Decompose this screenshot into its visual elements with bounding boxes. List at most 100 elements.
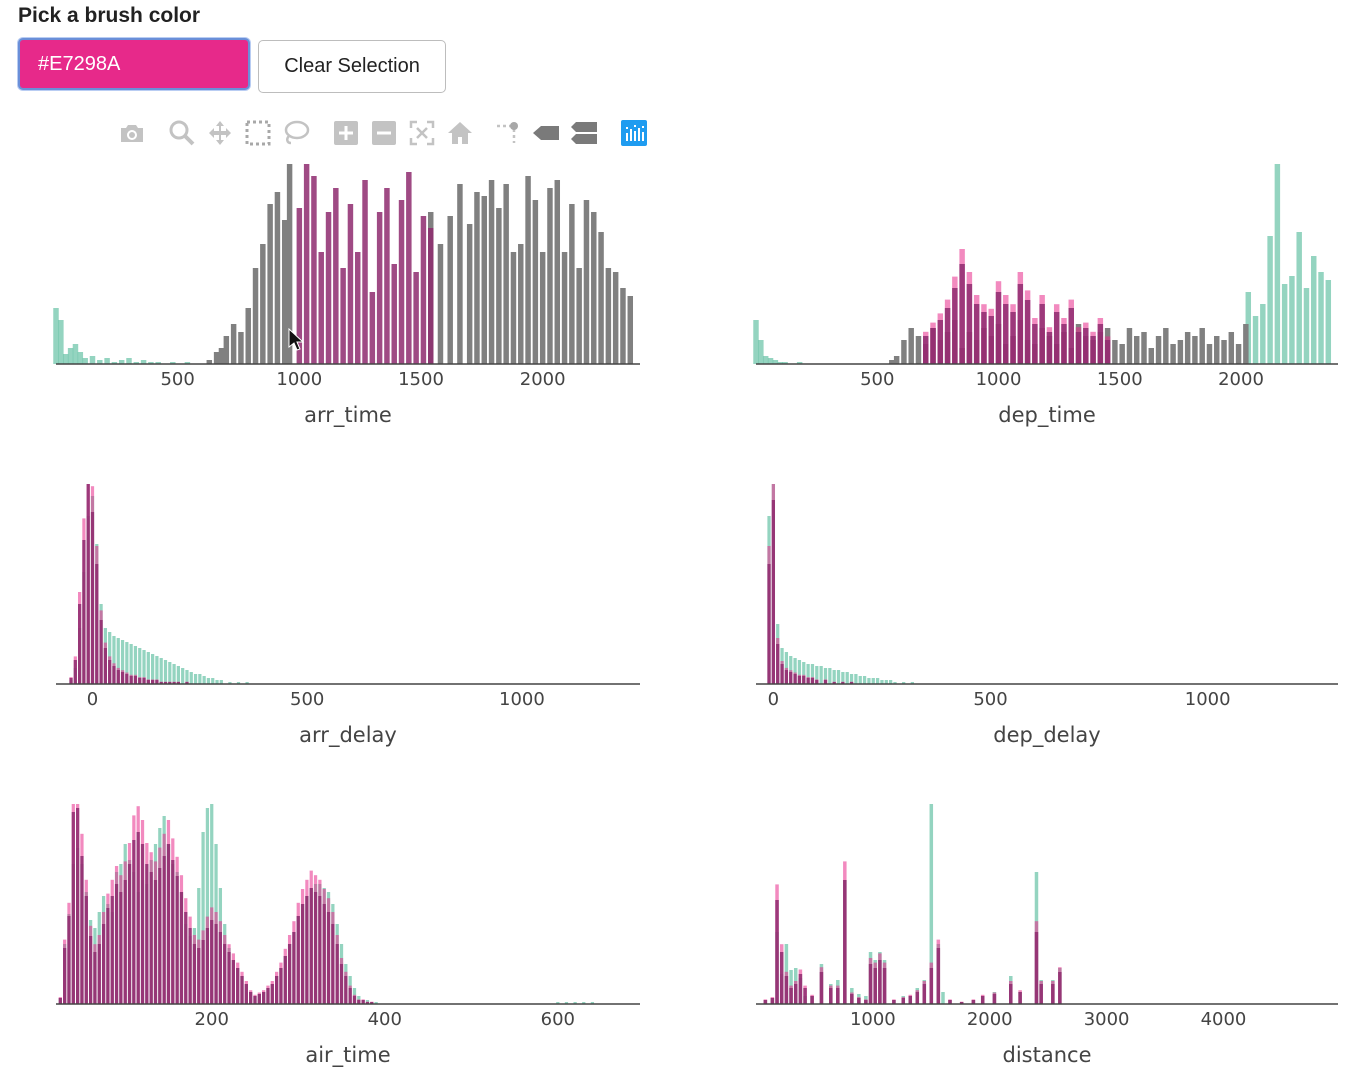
bar-brush-air_time (166, 820, 171, 1004)
bar-unselected-distance (1039, 980, 1043, 1004)
pan-icon[interactable] (204, 116, 236, 150)
camera-icon[interactable] (116, 116, 148, 150)
brush-color-input[interactable]: #E7298A (18, 38, 250, 90)
bar-unselected-arr_delay (215, 680, 219, 684)
bar-selected-dep_delay (780, 664, 784, 684)
chart-arr_delay[interactable]: 0 500 1000 arr_delay (56, 484, 640, 748)
reset-axes-icon[interactable] (444, 116, 476, 150)
bar-brush-arr_delay (73, 656, 77, 684)
bar-brush-air_time (127, 843, 132, 1004)
bar-selected-dep_time (988, 316, 994, 364)
bar-selected-distance (843, 880, 847, 1004)
bar-unselected-distance (868, 952, 873, 1004)
bar-selected-dep_time (966, 284, 973, 364)
bar-unselected-air_time (71, 864, 75, 1004)
bar-brush-distance (929, 962, 934, 1004)
bar-selected-dep_delay (810, 678, 815, 684)
bar-unselected-dep_time (1274, 164, 1281, 364)
bar-unselected-dep_time (1296, 232, 1302, 364)
bar-brush-distance (779, 944, 784, 1004)
bar-gray-arr_time (525, 176, 531, 364)
autoscale-icon[interactable] (406, 116, 438, 150)
x-tick-label: 3000 (1084, 1009, 1130, 1030)
bar-brush-dep_time (944, 299, 951, 364)
bar-gray-dep_time (1206, 344, 1213, 364)
bar-brush-air_time (71, 804, 75, 1004)
bar-brush-dep_time (1097, 318, 1104, 364)
bar-brush-air_time (227, 944, 231, 1004)
bar-brush-air_time (192, 935, 197, 1004)
bar-brush-dep_delay (776, 638, 780, 684)
bar-unselected-arr_delay (193, 674, 198, 684)
bar-unselected-air_time (149, 860, 153, 1004)
bar-brush-air_time (309, 870, 313, 1004)
bar-brush-air_time (84, 879, 88, 1004)
bar-unselected-arr_delay (108, 632, 112, 684)
bar-unselected-air_time (184, 924, 188, 1004)
bar-brush-air_time (287, 935, 292, 1004)
bar-unselected-arr_delay (116, 638, 120, 684)
chart-air_time[interactable]: 200 400 600 air_time (56, 804, 640, 1068)
bar-selected-arr_delay (142, 678, 146, 684)
bar-brush-distance (1018, 990, 1022, 1004)
bar-selected-air_time (136, 832, 140, 1004)
bar-brush-distance (971, 999, 976, 1004)
bar-brush-dep_time (988, 308, 994, 364)
hover-compare-icon[interactable] (568, 116, 600, 150)
bar-brush-air_time (101, 912, 106, 1004)
hover-closest-icon[interactable] (530, 116, 562, 150)
bar-gray-dep_time (1039, 328, 1045, 364)
chart-distance[interactable]: 1000 2000 3000 4000 distance (756, 804, 1338, 1067)
plotly-logo-icon[interactable] (618, 116, 650, 150)
chart-dep_time[interactable]: 500 1000 1500 2000 dep_time (753, 164, 1338, 428)
bar-unselected-dep_delay (867, 678, 871, 684)
bar-selected-air_time (175, 876, 179, 1004)
chart-arr_time[interactable]: 500 1000 1500 2000 arr_time (53, 164, 640, 428)
bar-gray-arr_time (223, 336, 230, 364)
bar-unselected-dep_delay (889, 680, 893, 684)
bar-gray-arr_time (547, 188, 553, 364)
bar-unselected-arr_delay (146, 652, 150, 684)
bar-selected-dep_time (937, 320, 944, 364)
lasso-select-icon[interactable] (280, 116, 312, 150)
bar-brush-distance (784, 971, 789, 1004)
bar-brush-dep_time (995, 281, 1002, 364)
bar-unselected-air_time (374, 1002, 378, 1004)
bar-unselected-arr_delay (202, 676, 206, 684)
bar-brush-dep_time (1090, 331, 1096, 364)
bar-gray-arr_time (281, 220, 288, 364)
zoom-out-icon[interactable] (368, 116, 400, 150)
spike-lines-icon[interactable] (492, 116, 524, 150)
bar-brush-dep_delay (832, 681, 836, 684)
bar-unselected-air_time (287, 944, 292, 1004)
bar-unselected-arr_delay (151, 654, 155, 684)
bar-brush-dep_time (1032, 318, 1038, 364)
bar-selected-air_time (179, 892, 184, 1004)
zoom-icon[interactable] (166, 116, 198, 150)
bar-gray-dep_time (1133, 336, 1140, 364)
bar-gray-dep_time (1214, 336, 1220, 364)
bar-unselected-dep_delay (767, 516, 771, 684)
x-tick-label: 1000 (1185, 689, 1231, 710)
bar-brush-air_time (352, 994, 357, 1004)
chart-dep_delay[interactable]: 0 500 1000 dep_delay (756, 484, 1338, 748)
bar-selected-air_time (166, 844, 171, 1004)
zoom-in-icon[interactable] (330, 116, 362, 150)
bar-brush-dep_time (952, 276, 958, 364)
bar-gray-arr_time (447, 216, 453, 364)
bar-unselected-arr_time (155, 362, 161, 364)
bar-selected-dep_delay (793, 674, 797, 684)
bar-unselected-air_time (231, 960, 235, 1004)
bar-brush-air_time (179, 875, 184, 1004)
bar-brush-dep_delay (789, 670, 793, 684)
bar-brush-dep_delay (767, 546, 771, 684)
x-axis-title: arr_delay (299, 723, 397, 748)
box-select-icon[interactable] (242, 116, 274, 150)
bar-selected-air_time (84, 896, 88, 1004)
bar-unselected-air_time (188, 936, 192, 1004)
bar-gray-arr_time (627, 296, 634, 364)
bar-brush-dep_delay (784, 667, 789, 684)
bar-unselected-air_time (344, 964, 348, 1004)
bar-selected-distance (1051, 984, 1055, 1004)
clear-selection-button[interactable]: Clear Selection (258, 40, 446, 93)
